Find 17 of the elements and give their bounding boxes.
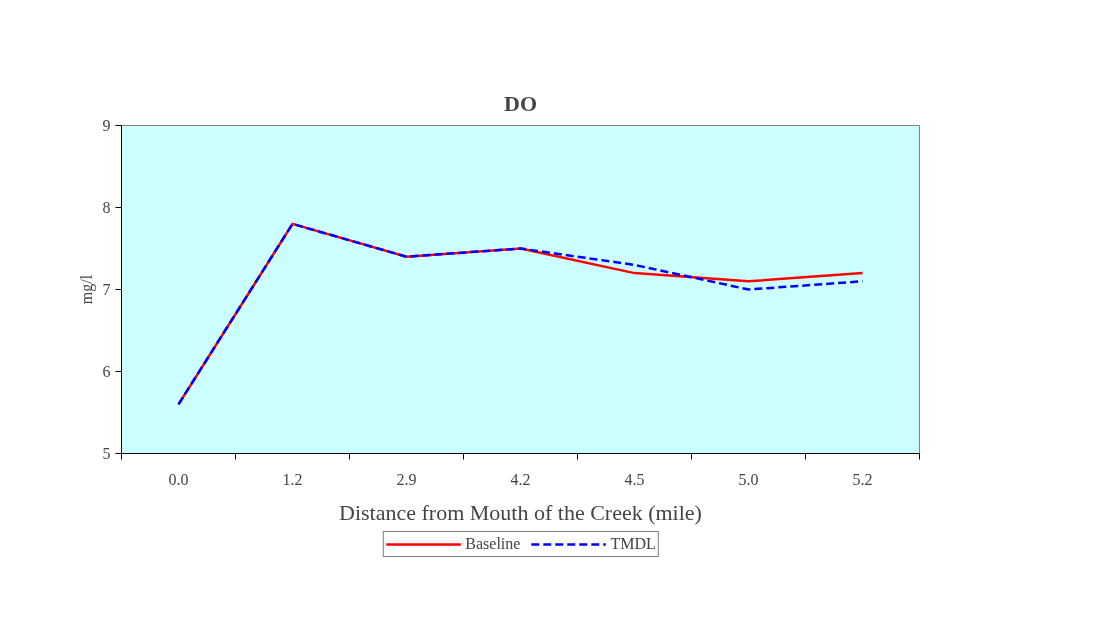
x-tick-label: 0.0 <box>168 470 189 488</box>
y-tick-label: 5 <box>102 445 111 462</box>
x-tick-label: 4.5 <box>624 470 645 488</box>
y-tick-label: 7 <box>102 281 111 298</box>
x-tick-label: 4.2 <box>510 470 531 488</box>
y-axis-title: mg/l <box>77 274 96 305</box>
y-tick-label: 8 <box>102 199 111 216</box>
x-tick-label: 5.0 <box>738 470 759 488</box>
x-tick-label: 5.2 <box>852 470 873 488</box>
x-axis-title: Distance from Mouth of the Creek (mile) <box>339 499 702 525</box>
legend-label: Baseline <box>465 535 521 553</box>
x-tick-label: 2.9 <box>396 470 417 488</box>
y-tick-label: 6 <box>102 363 111 380</box>
chart-title: DO <box>504 90 537 116</box>
x-tick-label: 1.2 <box>282 470 303 488</box>
legend-label: TMDL <box>610 535 656 553</box>
y-tick-label: 9 <box>102 117 111 134</box>
